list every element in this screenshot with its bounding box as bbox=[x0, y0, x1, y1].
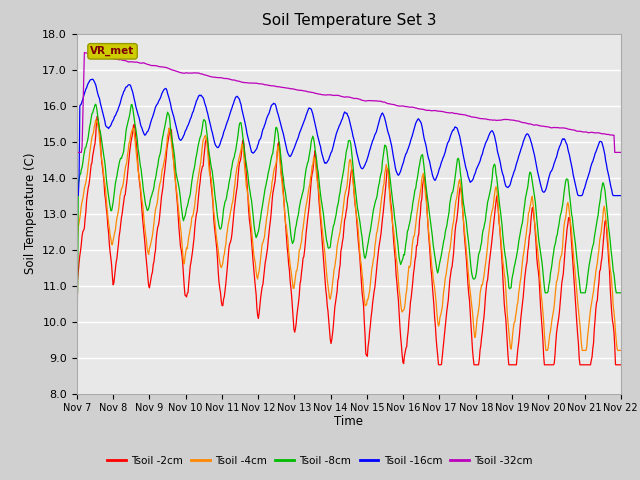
X-axis label: Time: Time bbox=[334, 415, 364, 428]
Text: VR_met: VR_met bbox=[90, 46, 134, 57]
Y-axis label: Soil Temperature (C): Soil Temperature (C) bbox=[24, 153, 36, 275]
Legend: Tsoil -2cm, Tsoil -4cm, Tsoil -8cm, Tsoil -16cm, Tsoil -32cm: Tsoil -2cm, Tsoil -4cm, Tsoil -8cm, Tsoi… bbox=[103, 452, 537, 470]
Title: Soil Temperature Set 3: Soil Temperature Set 3 bbox=[262, 13, 436, 28]
